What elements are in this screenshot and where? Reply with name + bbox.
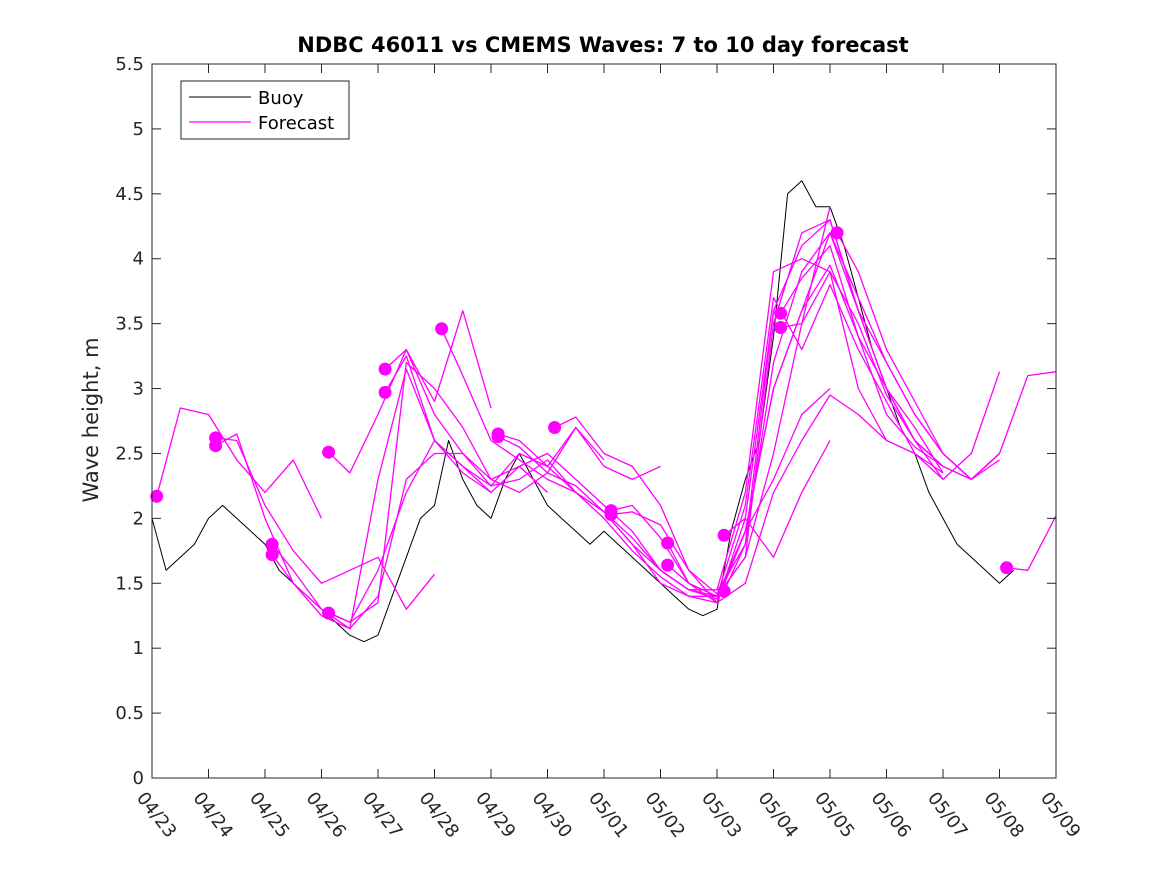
y-tick-label: 3.5 [115,314,144,335]
forecast-marker [435,322,449,336]
forecast-series-line [780,271,944,467]
y-axis-label: Wave height, m [79,337,103,502]
forecast-series-line [1006,515,1057,571]
forecast-series-line [667,394,944,604]
forecast-marker [378,385,392,399]
legend: Buoy Forecast [180,80,350,140]
forecast-marker [378,362,392,376]
forecast-marker [830,226,844,240]
legend-buoy-label: Buoy [258,88,304,109]
plot-area [150,180,1057,643]
y-tick-label: 5.5 [115,54,144,75]
forecast-marker [150,489,164,503]
y-tick-label: 4 [133,249,144,270]
forecast-series-line [723,219,1001,592]
forecast-series-line [328,361,661,623]
y-tick-label: 1.5 [115,573,144,594]
y-tick-label: 4.5 [115,184,144,205]
forecast-series-line [723,440,831,558]
legend-forecast-label: Forecast [258,113,334,134]
forecast-marker [1000,561,1014,575]
forecast-series-line [497,264,944,600]
chart-title: NDBC 46011 vs CMEMS Waves: 7 to 10 day f… [297,33,908,57]
y-tick-label: 2.5 [115,443,144,464]
forecast-series-line [156,407,323,519]
y-tick-label: 0 [133,768,144,789]
forecast-marker [265,537,279,551]
forecast-series-line [384,206,831,597]
y-tick-label: 1 [133,638,144,659]
forecast-marker [774,306,788,320]
forecast-marker [717,528,731,542]
forecast-marker [322,606,336,620]
y-tick-label: 3 [133,379,144,400]
forecast-marker [717,584,731,598]
forecast-marker [265,548,279,562]
forecast-series-line [780,245,944,474]
forecast-marker [604,508,618,521]
y-tick-label: 5 [133,119,144,140]
forecast-marker [774,321,788,334]
legend-box [180,80,350,140]
y-tick-label: 0.5 [115,703,144,724]
forecast-marker [491,430,505,444]
y-tick-label: 2 [133,508,144,529]
forecast-marker [209,439,223,453]
forecast-marker [661,536,675,550]
forecast-series-line [836,232,1057,481]
forecast-marker [322,445,336,459]
forecast-marker [661,558,675,572]
forecast-marker [548,421,562,434]
